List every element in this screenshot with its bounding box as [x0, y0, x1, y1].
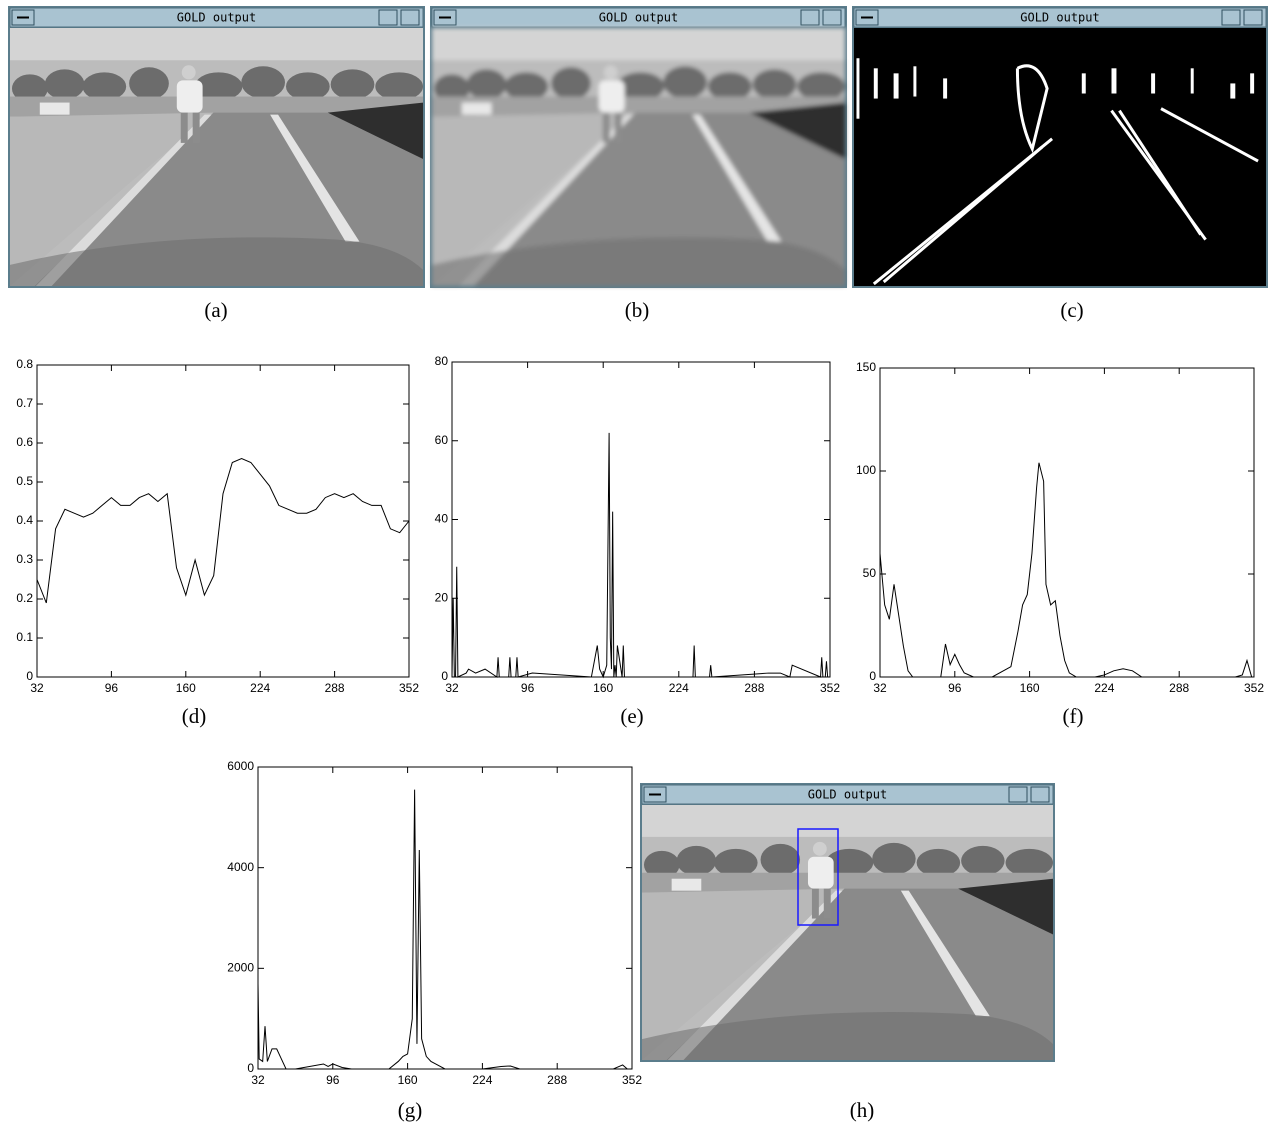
data-line — [879, 462, 1254, 678]
x-tick-label: 160 — [1020, 681, 1040, 695]
x-tick-label: 160 — [398, 1073, 418, 1087]
window-title: GOLD output — [808, 788, 887, 802]
y-tick-label: 60 — [435, 433, 449, 447]
window-title: GOLD output — [177, 11, 256, 25]
x-tick-label: 288 — [1169, 681, 1189, 695]
data-line — [36, 458, 410, 604]
camera-image — [432, 28, 845, 286]
y-tick-label: 4000 — [227, 860, 254, 874]
plot-frame — [257, 766, 633, 1070]
caption: (h) — [850, 1098, 875, 1122]
y-tick-label: 0.4 — [16, 513, 33, 527]
y-tick-label: 2000 — [227, 961, 254, 975]
x-tick-label: 224 — [1094, 681, 1114, 695]
x-tick-label: 160 — [593, 681, 613, 695]
maximize-button — [822, 9, 842, 26]
x-tick-label: 96 — [105, 681, 119, 695]
y-tick-label: 20 — [435, 590, 449, 604]
y-tick-label: 0.5 — [16, 474, 33, 488]
minimize-button — [378, 9, 398, 26]
minimize-button — [1221, 9, 1241, 26]
y-tick-label: 40 — [435, 512, 449, 526]
x-tick-label: 288 — [547, 1073, 567, 1087]
camera-image — [642, 805, 1053, 1060]
caption: (g) — [398, 1098, 423, 1122]
data-line — [257, 789, 632, 1070]
x-tick-label: 288 — [325, 681, 345, 695]
window-title: GOLD output — [599, 11, 678, 25]
y-tick-label: 0.3 — [16, 552, 33, 566]
caption: (f) — [1063, 704, 1084, 728]
caption: (c) — [1060, 298, 1083, 322]
detection-box — [797, 828, 839, 926]
maximize-button — [1243, 9, 1263, 26]
y-tick-label: 0 — [26, 669, 33, 683]
y-tick-label: 150 — [856, 360, 876, 374]
data-line — [451, 432, 830, 679]
y-tick-label: 0.1 — [16, 630, 33, 644]
x-tick-label: 352 — [622, 1073, 642, 1087]
y-tick-label: 0.6 — [16, 435, 33, 449]
x-tick-label: 96 — [948, 681, 962, 695]
x-tick-label: 352 — [820, 681, 840, 695]
x-tick-label: 32 — [251, 1073, 265, 1087]
caption: (b) — [625, 298, 650, 322]
y-tick-label: 0.8 — [16, 357, 33, 371]
y-tick-label: 100 — [856, 463, 876, 477]
y-tick-label: 80 — [435, 354, 449, 368]
maximize-button — [400, 9, 420, 26]
caption: (e) — [620, 704, 643, 728]
y-tick-label: 0.2 — [16, 591, 33, 605]
y-tick-label: 0.7 — [16, 396, 33, 410]
x-tick-label: 96 — [326, 1073, 340, 1087]
x-tick-label: 352 — [399, 681, 419, 695]
x-tick-label: 160 — [176, 681, 196, 695]
camera-image — [10, 28, 423, 286]
window-title: GOLD output — [1020, 11, 1099, 25]
y-tick-label: 0 — [441, 669, 448, 683]
title-bar — [641, 784, 1054, 805]
x-tick-label: 32 — [445, 681, 459, 695]
maximize-button — [1030, 786, 1050, 803]
x-tick-label: 32 — [30, 681, 44, 695]
y-tick-label: 6000 — [227, 759, 254, 773]
plot-frame — [451, 361, 831, 678]
x-tick-label: 224 — [472, 1073, 492, 1087]
x-tick-label: 32 — [873, 681, 887, 695]
x-tick-label: 352 — [1244, 681, 1264, 695]
title-bar — [431, 7, 846, 28]
title-bar — [9, 7, 424, 28]
camera-image — [854, 28, 1266, 286]
y-tick-label: 0 — [869, 669, 876, 683]
x-tick-label: 224 — [669, 681, 689, 695]
y-tick-label: 50 — [863, 566, 877, 580]
x-tick-label: 288 — [744, 681, 764, 695]
caption: (d) — [182, 704, 207, 728]
x-tick-label: 224 — [250, 681, 270, 695]
title-bar — [853, 7, 1267, 28]
caption: (a) — [204, 298, 227, 322]
y-tick-label: 0 — [247, 1061, 254, 1075]
x-tick-label: 96 — [521, 681, 535, 695]
minimize-button — [800, 9, 820, 26]
plot-frame — [36, 364, 410, 678]
minimize-button — [1008, 786, 1028, 803]
plot-frame — [879, 367, 1255, 678]
